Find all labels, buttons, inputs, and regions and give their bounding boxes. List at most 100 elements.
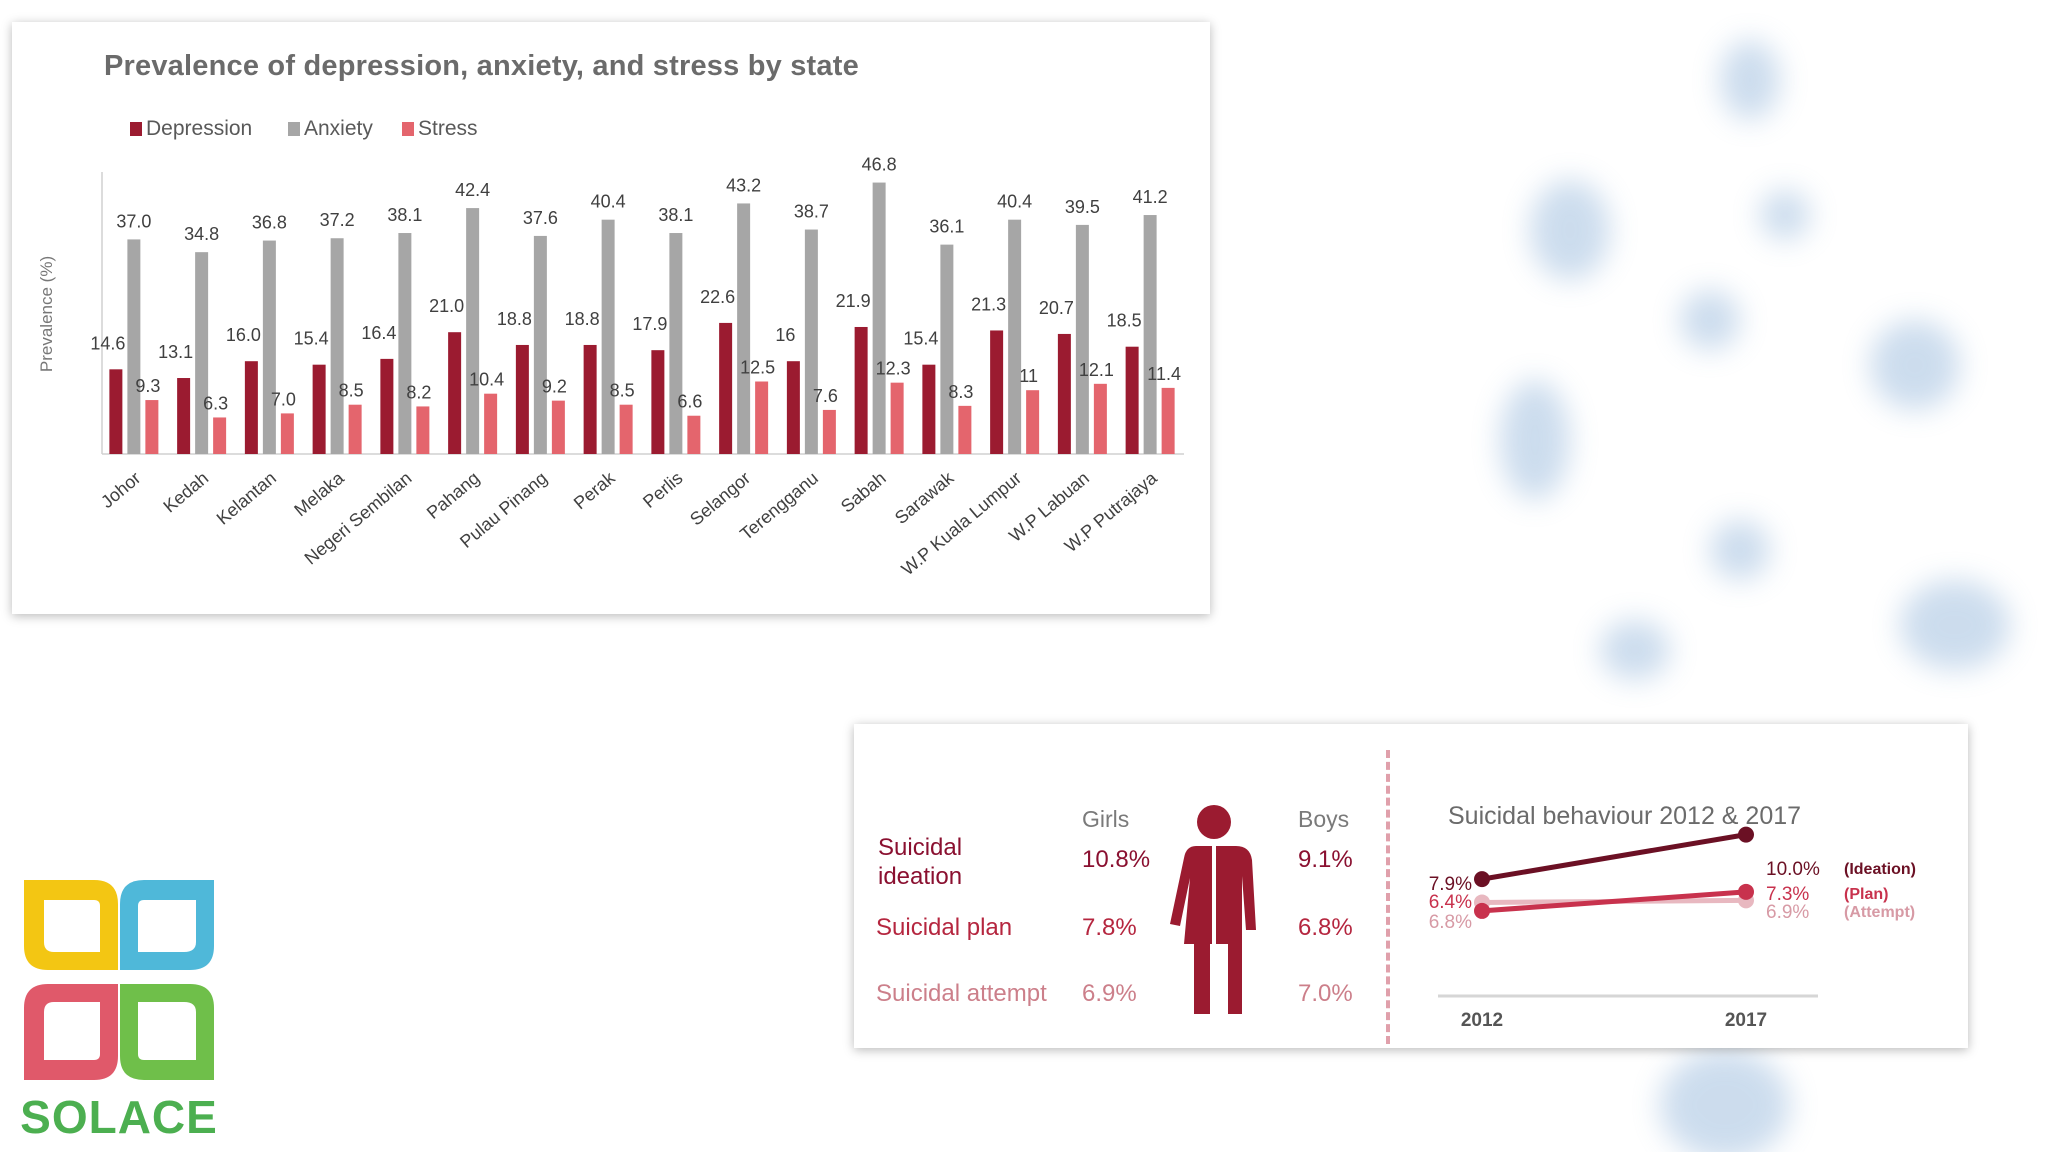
legend-label-anxiety: Anxiety — [304, 117, 373, 140]
bar-depression — [312, 364, 326, 454]
girls-header: Girls — [1082, 806, 1130, 832]
bar-anxiety — [1008, 219, 1022, 454]
girl-boy-icon — [1170, 805, 1256, 1014]
bar-stress — [958, 405, 972, 454]
data-label-stress: 8.3 — [948, 382, 973, 402]
bar-stress — [348, 404, 362, 454]
data-label-anxiety: 40.4 — [591, 192, 626, 212]
trend-label-2012-ideation: 7.9% — [1429, 874, 1472, 895]
data-label-depression: 18.5 — [1107, 311, 1142, 331]
legend-label-stress: Stress — [418, 117, 478, 140]
trend-chart-title: Suicidal behaviour 2012 & 2017 — [1448, 802, 1802, 830]
bar-depression — [854, 326, 868, 454]
data-label-stress: 11.4 — [1147, 364, 1181, 384]
data-label-depression: 22.6 — [700, 287, 735, 307]
data-label-depression: 20.7 — [1039, 298, 1074, 318]
solace-logo-icon — [24, 880, 214, 1080]
data-label-anxiety: 46.8 — [862, 155, 897, 175]
bar-anxiety — [466, 208, 480, 454]
row-ideation-label-1: Suicidal — [878, 834, 963, 861]
ideation-girls-value: 10.8% — [1082, 846, 1151, 873]
trend-line-ideation — [1481, 832, 1747, 882]
bar-stress — [1161, 387, 1175, 454]
data-label-stress: 6.6 — [677, 392, 702, 412]
data-label-stress: 12.5 — [740, 358, 775, 378]
data-label-anxiety: 41.2 — [1133, 187, 1168, 207]
data-label-anxiety: 38.7 — [794, 202, 829, 222]
data-label-anxiety: 37.0 — [116, 211, 151, 231]
data-label-depression: 13.1 — [158, 342, 193, 362]
bar-stress — [213, 417, 227, 454]
data-label-depression: 16 — [775, 325, 795, 345]
data-label-stress: 10.4 — [469, 370, 504, 390]
data-label-stress: 11 — [1019, 366, 1038, 386]
bar-depression — [380, 358, 394, 454]
trend-series-name-attempt: (Attempt) — [1844, 904, 1915, 921]
bar-depression — [109, 369, 123, 454]
trend-point-2017 — [1738, 826, 1754, 843]
trend-point-2012 — [1474, 871, 1490, 888]
bar-depression — [719, 322, 733, 454]
trend-point-2017 — [1738, 883, 1754, 900]
data-label-depression: 16.0 — [226, 325, 261, 345]
bar-depression — [177, 378, 191, 454]
bar-anxiety — [262, 240, 276, 454]
trend-point-2012 — [1474, 902, 1490, 919]
trend-line-chart: 2012 2017 7.9% 10.0% (Ideation) 6.4% 7.3% (Plan… — [1429, 826, 1916, 1031]
bar-stress — [1026, 390, 1040, 454]
bar-anxiety — [398, 233, 412, 454]
data-label-anxiety: 39.5 — [1065, 197, 1100, 217]
data-label-depression: 21.9 — [836, 291, 871, 311]
bar-depression — [1125, 346, 1139, 454]
x-tick-label: Johor — [97, 468, 144, 512]
bar-depression — [244, 361, 258, 454]
x-tick-label: Selangor — [686, 468, 754, 530]
legend-label-depression: Depression — [146, 117, 252, 140]
plan-boys-value: 6.8% — [1298, 914, 1353, 941]
y-axis-label: Prevalence (%) — [37, 256, 56, 372]
data-label-depression: 18.8 — [565, 309, 600, 329]
bar-anxiety — [737, 203, 751, 454]
bar-stress — [416, 406, 430, 454]
x-tick-label: Perak — [570, 467, 620, 513]
x-tick-label: Sabah — [837, 468, 890, 517]
panel-divider — [1386, 750, 1390, 1044]
x-tick-label: W.P Kuala Lumpur — [898, 468, 1026, 580]
boys-header: Boys — [1298, 806, 1350, 832]
data-label-stress: 7.0 — [271, 389, 296, 409]
data-label-depression: 15.4 — [903, 329, 938, 349]
trend-label-2017-attempt: 6.9% — [1766, 902, 1809, 923]
data-label-depression: 14.6 — [90, 333, 125, 353]
bar-anxiety — [601, 219, 615, 454]
data-label-stress: 8.5 — [610, 381, 635, 401]
suicidal-behaviour-panel: Girls Boys Suicidal ideation 10.8% 9.1% … — [854, 724, 1968, 1048]
bar-anxiety — [195, 252, 209, 454]
data-label-anxiety: 38.1 — [387, 205, 422, 225]
data-label-stress: 8.5 — [339, 381, 364, 401]
bar-depression — [786, 361, 800, 454]
legend-swatch-stress — [402, 122, 414, 136]
data-label-depression: 21.3 — [971, 294, 1006, 314]
data-label-anxiety: 40.4 — [997, 192, 1032, 212]
attempt-girls-value: 6.9% — [1082, 980, 1137, 1007]
ideation-boys-value: 9.1% — [1298, 846, 1353, 873]
bar-chart: Prevalence (%) Depression Anxiety Stress 14.… — [37, 117, 1184, 580]
bar-stress — [551, 400, 565, 454]
bar-anxiety — [127, 239, 141, 454]
trend-label-2017-ideation: 10.0% — [1766, 859, 1820, 880]
plan-girls-value: 7.8% — [1082, 914, 1137, 941]
bar-depression — [583, 344, 597, 454]
bar-stress — [890, 382, 904, 454]
data-label-stress: 12.1 — [1079, 360, 1114, 380]
data-label-stress: 6.3 — [203, 393, 228, 413]
data-label-depression: 18.8 — [497, 309, 532, 329]
bar-stress — [755, 381, 769, 454]
bar-chart-title: Prevalence of depression, anxiety, and s… — [104, 50, 859, 82]
bar-anxiety — [1143, 215, 1157, 454]
x-tick-label: Melaka — [290, 467, 348, 520]
bar-anxiety — [330, 238, 344, 454]
trend-x-tick: 2017 — [1725, 1010, 1767, 1031]
bar-chart-panel: Prevalence of depression, anxiety, and s… — [12, 22, 1210, 614]
data-label-anxiety: 34.8 — [184, 224, 219, 244]
data-label-anxiety: 38.1 — [658, 205, 693, 225]
